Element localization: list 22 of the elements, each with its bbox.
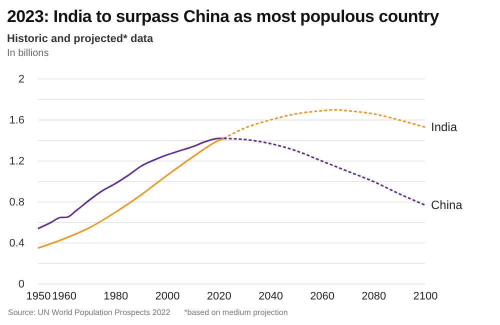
x-tick-label: 1960 — [52, 290, 77, 302]
x-tick-label: 2000 — [155, 290, 180, 302]
source-note: Source: UN World Population Prospects 2022 — [8, 308, 170, 317]
series-label: India — [431, 120, 458, 134]
y-tick-label: 0.4 — [9, 238, 24, 250]
x-tick-label: 2020 — [206, 290, 232, 302]
x-tick-label: 2080 — [362, 290, 386, 302]
chart-title: 2023: India to surpass China as most populous country — [7, 7, 439, 27]
y-tick-label: 1.6 — [9, 114, 24, 126]
x-tick-label: 1950 — [26, 290, 51, 302]
y-tick-label: 0.8 — [9, 196, 24, 208]
y-tick-label: 0 — [18, 278, 24, 290]
chart-subtitle: Historic and projected* data — [7, 33, 154, 45]
series-label: China — [431, 198, 463, 212]
x-tick-label: 2060 — [310, 290, 335, 302]
x-tick-label: 2040 — [258, 290, 283, 302]
y-tick-label: 1.2 — [9, 156, 24, 168]
y-tick-label: 2 — [18, 74, 24, 86]
y-axis-title: In billions — [7, 48, 49, 59]
text: *based on medium projection — [184, 308, 288, 317]
x-tick-label: 2100 — [413, 290, 438, 302]
x-tick-label: 1980 — [104, 290, 128, 302]
